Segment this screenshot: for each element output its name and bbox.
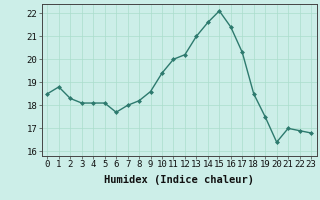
X-axis label: Humidex (Indice chaleur): Humidex (Indice chaleur)	[104, 175, 254, 185]
